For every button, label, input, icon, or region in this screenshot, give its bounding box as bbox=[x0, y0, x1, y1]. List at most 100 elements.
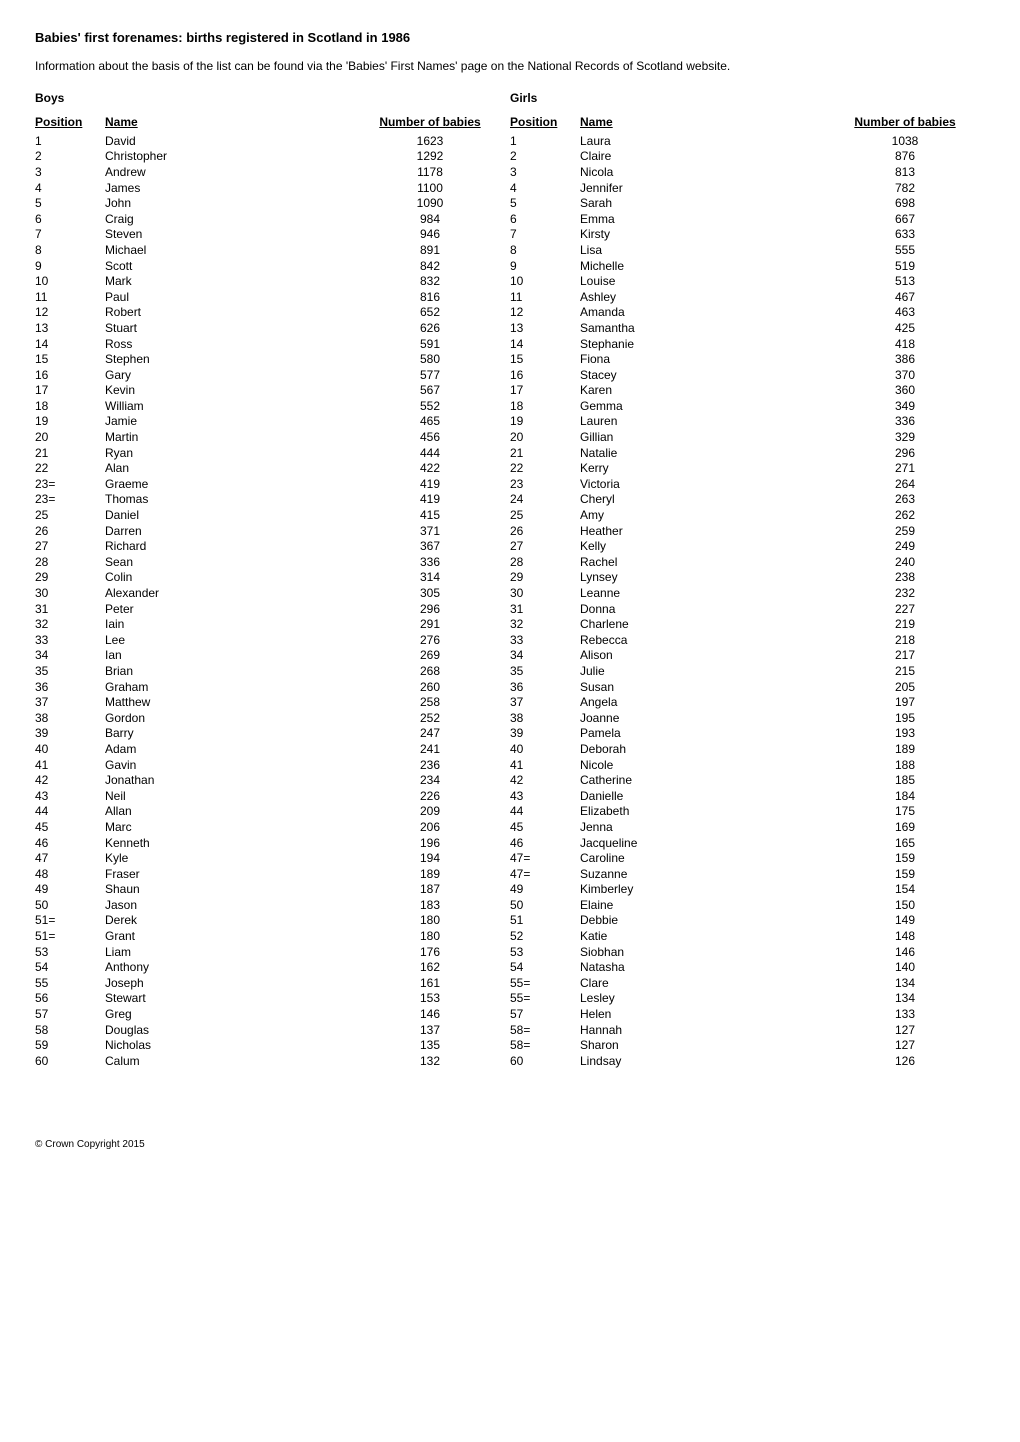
cell-name: Jenna bbox=[580, 819, 825, 835]
girls-header-position: Position bbox=[510, 115, 580, 133]
table-row: 7Steven946 bbox=[35, 227, 510, 243]
cell-number: 187 bbox=[350, 882, 510, 898]
cell-name: Karen bbox=[580, 383, 825, 399]
table-row: 35Brian268 bbox=[35, 663, 510, 679]
cell-position: 19 bbox=[35, 414, 105, 430]
cell-position: 30 bbox=[35, 585, 105, 601]
boys-column: Boys Position Name Number of babies 1Dav… bbox=[35, 91, 510, 1069]
table-row: 36Graham260 bbox=[35, 679, 510, 695]
table-row: 1David1623 bbox=[35, 133, 510, 149]
cell-number: 296 bbox=[350, 601, 510, 617]
cell-name: Kenneth bbox=[105, 835, 350, 851]
cell-name: Michelle bbox=[580, 258, 825, 274]
table-row: 6Craig984 bbox=[35, 211, 510, 227]
table-row: 6Emma667 bbox=[510, 211, 985, 227]
table-row: 8Lisa555 bbox=[510, 242, 985, 258]
cell-name: Gillian bbox=[580, 429, 825, 445]
cell-number: 162 bbox=[350, 959, 510, 975]
table-row: 9Scott842 bbox=[35, 258, 510, 274]
cell-position: 15 bbox=[510, 351, 580, 367]
cell-name: Natasha bbox=[580, 959, 825, 975]
table-row: 57Helen133 bbox=[510, 1006, 985, 1022]
cell-number: 591 bbox=[350, 336, 510, 352]
cell-number: 422 bbox=[350, 460, 510, 476]
cell-position: 23= bbox=[35, 492, 105, 508]
cell-number: 1090 bbox=[350, 195, 510, 211]
table-row: 49Kimberley154 bbox=[510, 882, 985, 898]
cell-name: Liam bbox=[105, 944, 350, 960]
cell-position: 55= bbox=[510, 991, 580, 1007]
table-row: 13Stuart626 bbox=[35, 320, 510, 336]
cell-position: 14 bbox=[35, 336, 105, 352]
cell-name: Julie bbox=[580, 663, 825, 679]
table-row: 34Ian269 bbox=[35, 648, 510, 664]
cell-position: 4 bbox=[35, 180, 105, 196]
cell-number: 236 bbox=[350, 757, 510, 773]
cell-position: 26 bbox=[510, 523, 580, 539]
cell-name: Douglas bbox=[105, 1022, 350, 1038]
cell-name: Amanda bbox=[580, 305, 825, 321]
cell-name: Derek bbox=[105, 913, 350, 929]
cell-position: 20 bbox=[35, 429, 105, 445]
cell-position: 6 bbox=[510, 211, 580, 227]
cell-number: 241 bbox=[350, 741, 510, 757]
table-row: 23Victoria264 bbox=[510, 476, 985, 492]
cell-name: Jennifer bbox=[580, 180, 825, 196]
cell-name: Lynsey bbox=[580, 570, 825, 586]
cell-number: 149 bbox=[825, 913, 985, 929]
cell-number: 370 bbox=[825, 367, 985, 383]
cell-name: Stephanie bbox=[580, 336, 825, 352]
cell-number: 816 bbox=[350, 289, 510, 305]
cell-name: Ian bbox=[105, 648, 350, 664]
cell-position: 18 bbox=[510, 398, 580, 414]
cell-position: 53 bbox=[35, 944, 105, 960]
cell-number: 349 bbox=[825, 398, 985, 414]
table-row: 40Deborah189 bbox=[510, 741, 985, 757]
table-row: 14Ross591 bbox=[35, 336, 510, 352]
table-row: 18Gemma349 bbox=[510, 398, 985, 414]
cell-position: 23 bbox=[510, 476, 580, 492]
cell-name: Stephen bbox=[105, 351, 350, 367]
table-row: 5Sarah698 bbox=[510, 195, 985, 211]
table-row: 60Lindsay126 bbox=[510, 1053, 985, 1069]
cell-number: 189 bbox=[825, 741, 985, 757]
cell-name: Kyle bbox=[105, 850, 350, 866]
cell-name: Natalie bbox=[580, 445, 825, 461]
cell-position: 42 bbox=[510, 772, 580, 788]
table-row: 3Nicola813 bbox=[510, 164, 985, 180]
cell-number: 206 bbox=[350, 819, 510, 835]
cell-position: 32 bbox=[35, 616, 105, 632]
cell-number: 876 bbox=[825, 149, 985, 165]
cell-position: 16 bbox=[35, 367, 105, 383]
cell-position: 33 bbox=[35, 632, 105, 648]
cell-number: 159 bbox=[825, 866, 985, 882]
cell-name: Ryan bbox=[105, 445, 350, 461]
cell-number: 832 bbox=[350, 273, 510, 289]
cell-number: 260 bbox=[350, 679, 510, 695]
cell-number: 456 bbox=[350, 429, 510, 445]
cell-name: Kimberley bbox=[580, 882, 825, 898]
table-row: 32Iain291 bbox=[35, 616, 510, 632]
cell-name: Nicholas bbox=[105, 1037, 350, 1053]
cell-name: Samantha bbox=[580, 320, 825, 336]
cell-name: Greg bbox=[105, 1006, 350, 1022]
cell-number: 159 bbox=[825, 850, 985, 866]
page-title: Babies' first forenames: births register… bbox=[35, 30, 985, 45]
table-row: 43Neil226 bbox=[35, 788, 510, 804]
table-row: 2Claire876 bbox=[510, 149, 985, 165]
cell-name: Lesley bbox=[580, 991, 825, 1007]
cell-name: Helen bbox=[580, 1006, 825, 1022]
cell-number: 946 bbox=[350, 227, 510, 243]
cell-position: 53 bbox=[510, 944, 580, 960]
girls-table: Position Name Number of babies 1Laura103… bbox=[510, 115, 985, 1069]
cell-number: 127 bbox=[825, 1037, 985, 1053]
table-row: 5John1090 bbox=[35, 195, 510, 211]
table-row: 16Gary577 bbox=[35, 367, 510, 383]
table-row: 27Richard367 bbox=[35, 538, 510, 554]
cell-name: Neil bbox=[105, 788, 350, 804]
cell-name: Kelly bbox=[580, 538, 825, 554]
cell-number: 180 bbox=[350, 913, 510, 929]
table-row: 45Jenna169 bbox=[510, 819, 985, 835]
table-row: 26Heather259 bbox=[510, 523, 985, 539]
cell-position: 44 bbox=[510, 804, 580, 820]
